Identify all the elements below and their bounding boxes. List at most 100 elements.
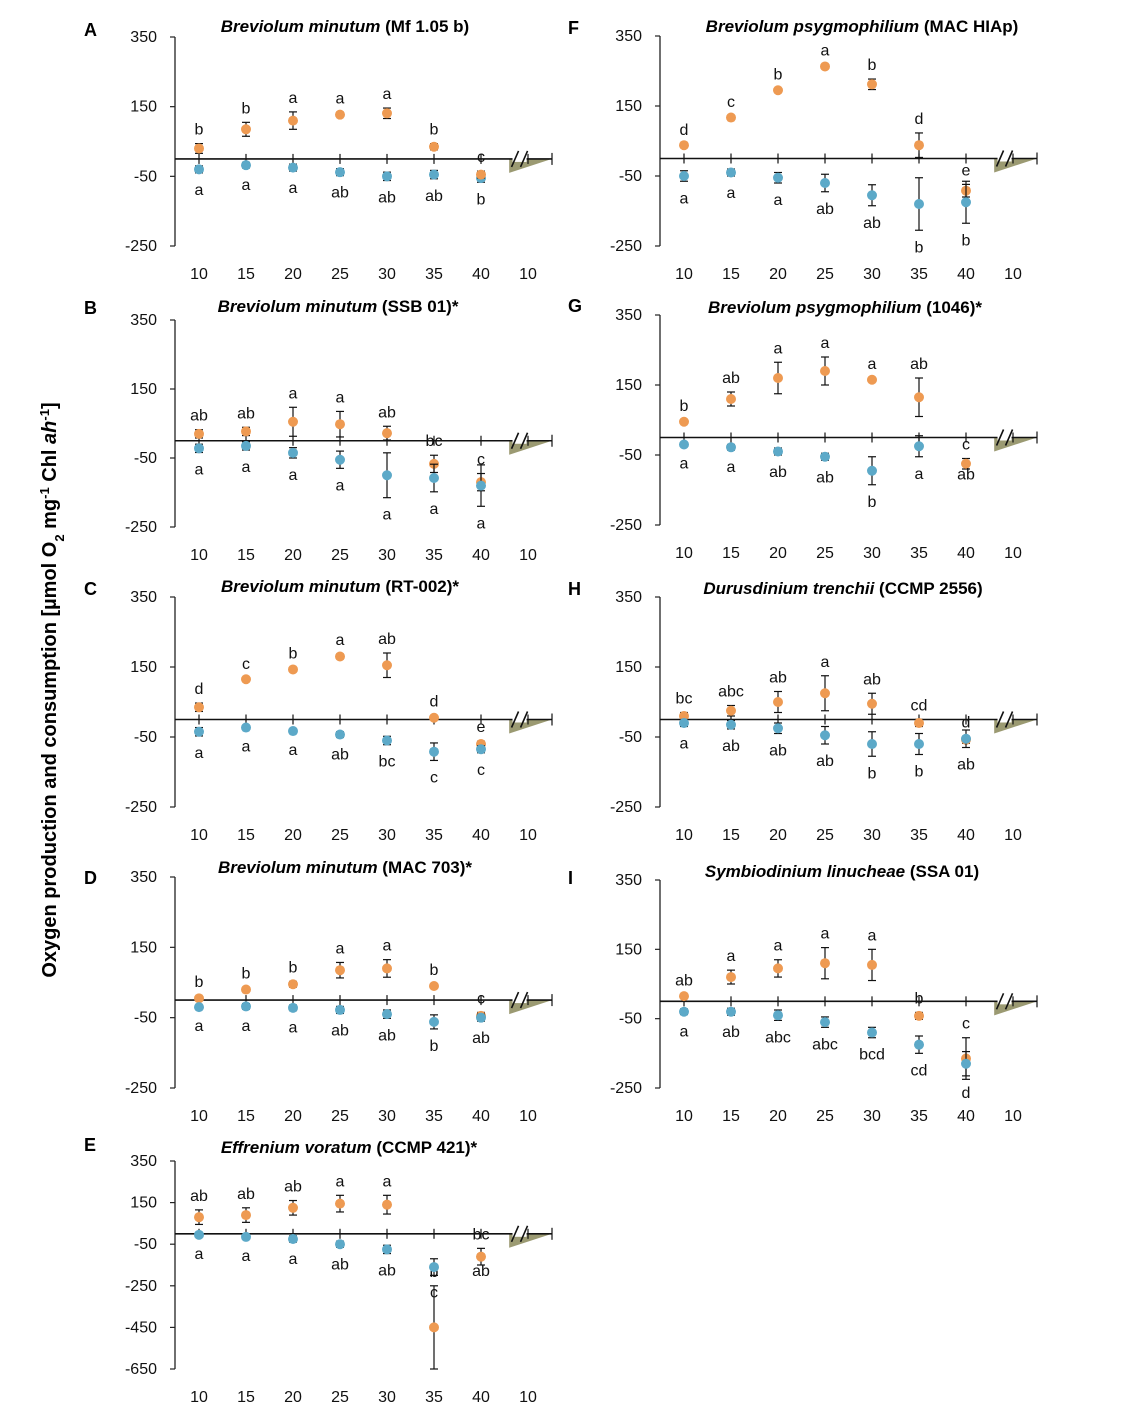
significance-label: a [242,177,251,194]
y-tick-label: 350 [615,872,642,889]
production_end-point [476,169,486,180]
significance-label: a [289,742,298,759]
panel-title-strain: (RT-002)* [381,577,460,596]
panel-title: Durusdinium trenchii (CCMP 2556) [703,579,982,598]
significance-label: a [289,385,298,402]
y-tick-label: 150 [130,659,157,676]
production-point [867,79,877,90]
significance-label: d [962,714,971,731]
consumption-point [679,171,689,181]
significance-label: b [680,398,689,415]
axis-break-gap [512,437,527,444]
significance-label: ab [816,201,834,218]
x-tick-label: 10 [1004,545,1022,562]
panel-title: Effrenium voratum (CCMP 421)* [221,1138,478,1157]
production-point [288,1202,298,1213]
y-tick-label: -250 [610,799,642,816]
x-tick-label: 20 [284,1108,302,1125]
y-tick-label: -50 [134,1010,157,1027]
y-tick-label: 150 [130,381,157,398]
significance-label: c [430,769,438,786]
production-point [241,674,251,685]
production-point [820,366,830,376]
consumption-point [476,744,486,755]
consumption-point [335,1239,345,1250]
significance-label: a [383,1173,392,1190]
significance-label: a [868,356,877,373]
consumption-point [288,162,298,173]
production-point [726,112,736,123]
production-point [679,140,689,151]
x-tick-label: 40 [957,827,975,844]
panel-letter: C [84,579,97,599]
x-tick-label: 10 [190,266,208,283]
y-tick-label: 150 [615,377,642,394]
significance-label: ab [863,215,881,232]
significance-label: ab [769,464,787,481]
significance-label: cd [911,1062,928,1079]
production-point [867,374,877,385]
significance-label: d [962,1085,971,1102]
x-tick-label: 10 [1004,266,1022,283]
consumption-point [820,730,830,741]
svg-text:Oxygen production and consumpt: Oxygen production and consumption [µmol … [37,402,67,977]
y-tick-label: 150 [615,98,642,115]
consumption-point [288,1002,298,1013]
significance-label: c [962,437,970,454]
significance-label: c [430,1284,438,1301]
x-tick-label: 20 [769,545,787,562]
significance-label: ab [957,467,975,484]
production-point [288,664,298,675]
consumption-point [679,718,689,728]
significance-label: c [477,452,485,469]
x-tick-label: 25 [816,827,834,844]
significance-label: abc [812,1036,838,1053]
panel-letter: E [84,1135,96,1155]
significance-label: ab [378,1027,396,1044]
significance-label: ab [284,1179,302,1196]
panel-a: A Breviolum minutum (Mf 1.05 b) 350 150 -50 -… [84,17,553,283]
x-tick-label: 35 [425,266,443,283]
production-point [382,1199,392,1210]
panel-title-species: Breviolum minutum [218,297,378,316]
x-tick-label: 20 [284,266,302,283]
production-point [335,419,345,430]
significance-label: a [383,86,392,103]
significance-label: c [242,656,250,673]
significance-label: ab [957,757,975,774]
significance-label: ab [910,356,928,373]
panel-b: B Breviolum minutum (SSB 01)* 350 150 -50 -25… [84,297,553,564]
consumption-point [726,719,736,730]
consumption-point [773,1010,783,1021]
y-tick-label: 150 [130,99,157,116]
shade-wedge [509,719,552,734]
panel-c: C Breviolum minutum (RT-002)* 350 150 -50 -25… [84,577,553,844]
significance-label: bc [473,1226,490,1243]
y-tick-label: -50 [134,729,157,746]
panel-title-species: Durusdinium trenchii [703,579,875,598]
x-tick-label: 30 [863,266,881,283]
x-tick-label: 20 [284,547,302,564]
shade-wedge [509,1233,552,1248]
x-tick-label: 40 [472,266,490,283]
axis-break-mark [510,432,520,450]
axis-break-mark [1004,429,1014,446]
production-point [773,373,783,383]
axis-break-mark [995,429,1005,446]
production-point [382,660,392,671]
x-tick-label: 10 [519,1108,537,1125]
production-point [335,1198,345,1209]
significance-label: ab [378,404,396,421]
x-tick-label: 15 [722,545,740,562]
y-tick-label: 350 [615,589,642,606]
y-tick-label: -50 [134,1236,157,1253]
consumption-point [820,451,830,462]
consumption-point [914,199,924,209]
consumption-point [867,465,877,476]
production-point [194,993,204,1004]
significance-label: b [868,494,877,511]
consumption-point [914,441,924,452]
significance-label: bc [426,433,443,450]
significance-label: ab [378,631,396,648]
x-tick-label: 35 [425,547,443,564]
